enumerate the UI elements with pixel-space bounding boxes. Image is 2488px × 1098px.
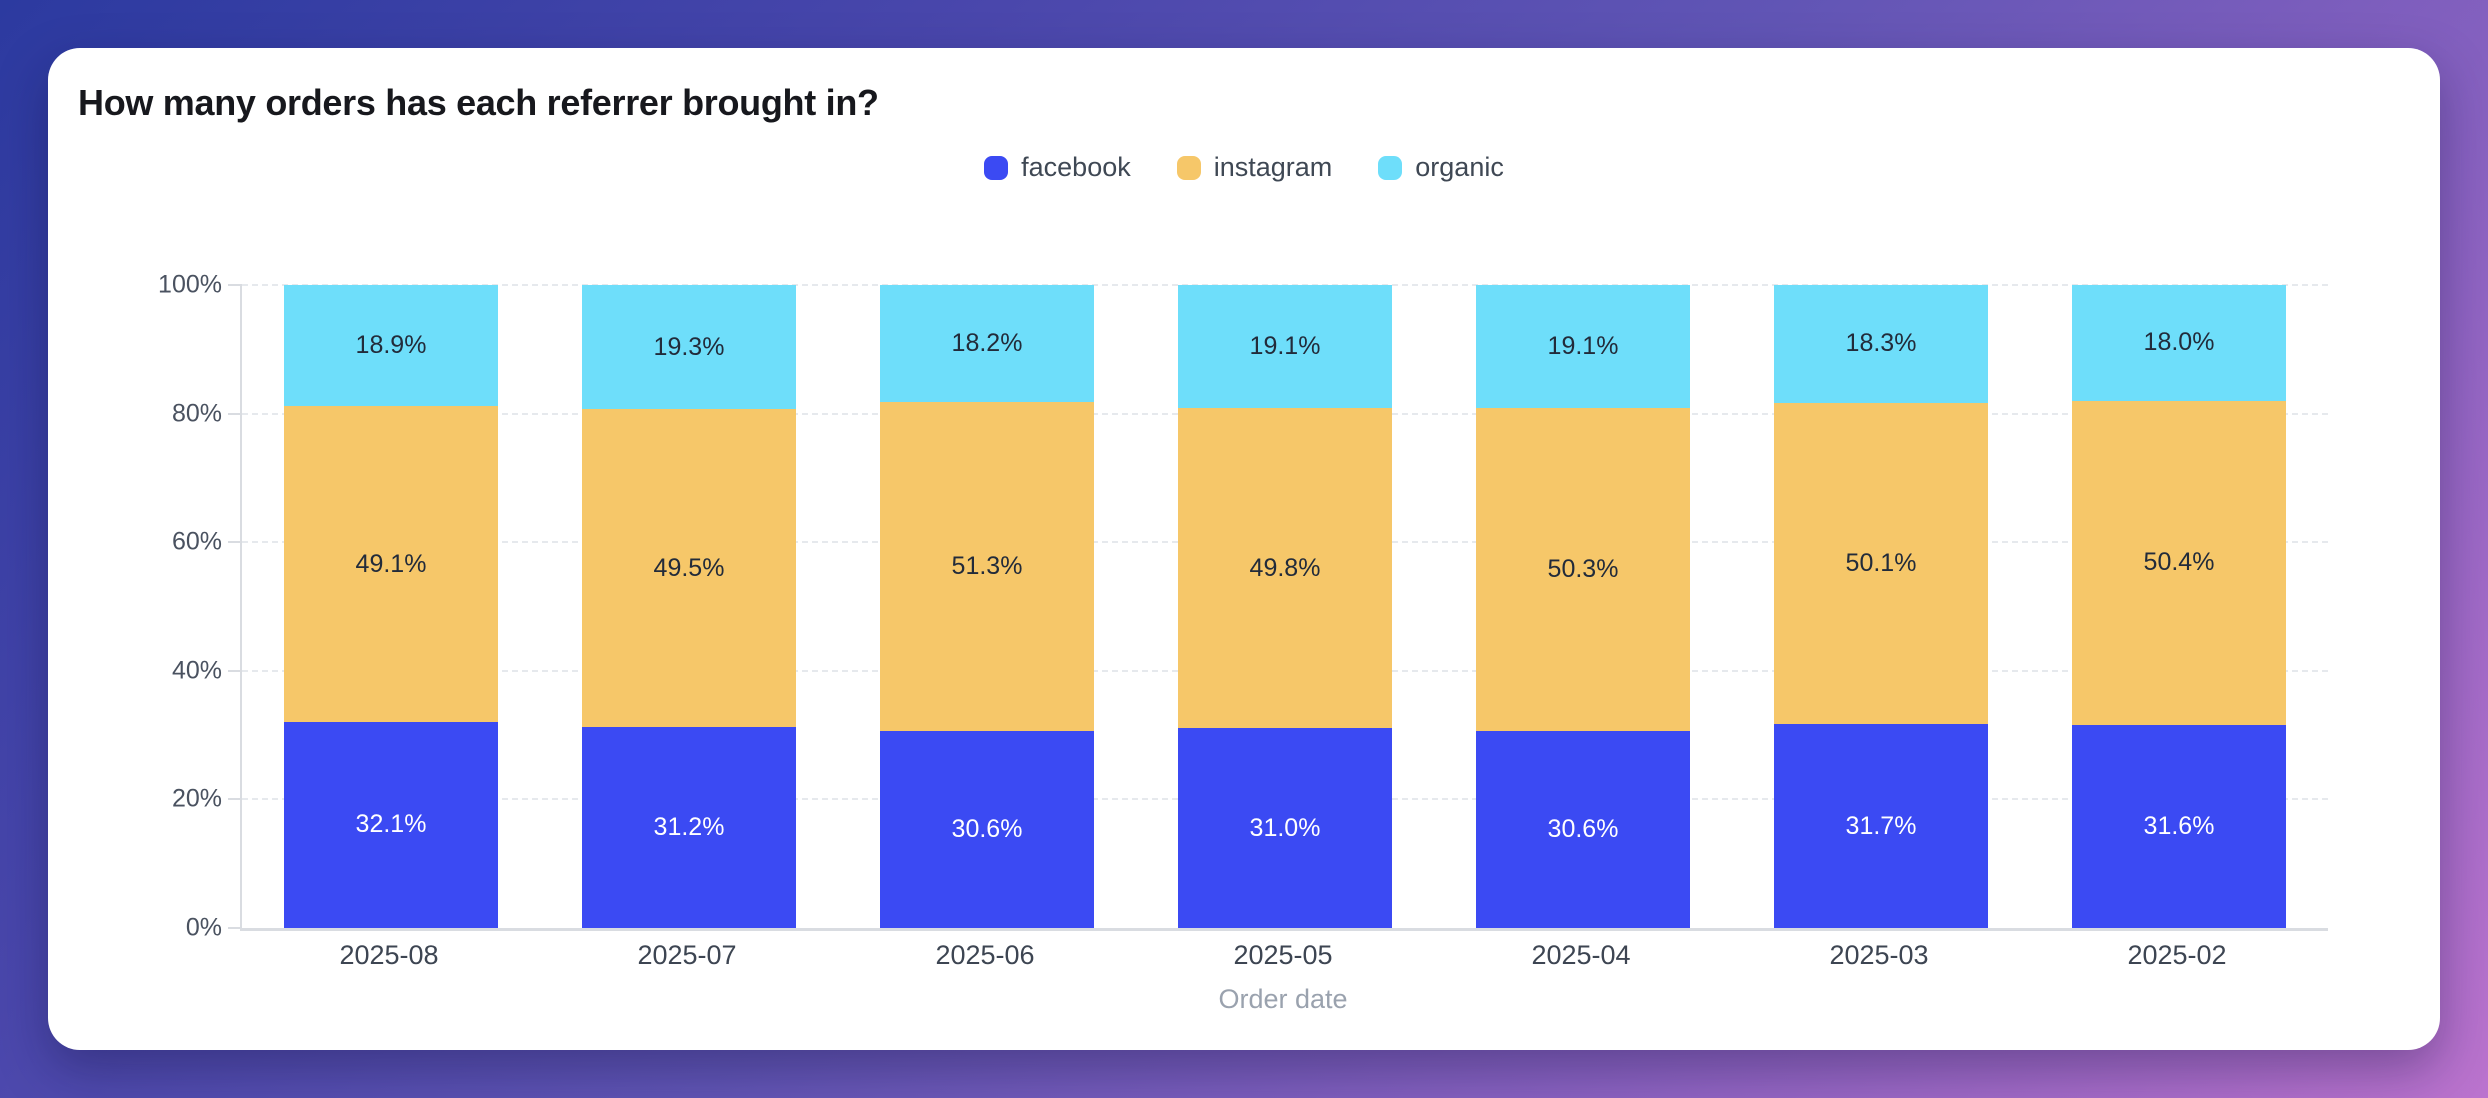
segment-value-label: 31.2% — [653, 813, 725, 842]
bar-segment-organic[interactable]: 18.0% — [2071, 285, 2287, 401]
bar-segment-instagram[interactable]: 50.4% — [2071, 400, 2287, 725]
bar-column-2025-06: 18.2% 51.3% 30.6% — [838, 285, 1136, 928]
bar-segment-organic[interactable]: 18.3% — [1773, 285, 1989, 403]
bar-column-2025-03: 18.3% 50.1% 31.7% — [1732, 285, 2030, 928]
x-tick-label-2025-03: 2025-03 — [1829, 940, 1929, 970]
y-axis-tick — [228, 412, 242, 415]
segment-value-label: 32.1% — [355, 810, 427, 839]
segment-value-label: 49.5% — [653, 553, 725, 582]
segment-value-label: 18.9% — [355, 331, 427, 360]
bar-segment-instagram[interactable]: 51.3% — [879, 401, 1095, 732]
bar-segment-facebook[interactable]: 30.6% — [1475, 731, 1691, 928]
segment-value-label: 30.6% — [1547, 815, 1619, 844]
segment-value-label: 50.4% — [2143, 548, 2215, 577]
bar-column-2025-05: 19.1% 49.8% 31.0% — [1136, 285, 1434, 928]
y-tick-label: 80% — [171, 399, 222, 428]
y-axis: 0% 20% 40% 60% 80% 100% — [48, 272, 222, 940]
bar-column-2025-08: 18.9% 49.1% 32.1% — [242, 285, 540, 928]
y-tick-label: 40% — [171, 656, 222, 685]
segment-value-label: 50.1% — [1845, 548, 1917, 577]
stacked-bar-2025-03: 18.3% 50.1% 31.7% — [1773, 285, 1989, 928]
x-tick-label-2025-02: 2025-02 — [2127, 940, 2227, 970]
segment-value-label: 31.7% — [1845, 811, 1917, 840]
segment-value-label: 19.1% — [1547, 331, 1619, 360]
stacked-bar-2025-06: 18.2% 51.3% 30.6% — [879, 285, 1095, 928]
bar-segment-facebook[interactable]: 30.6% — [879, 731, 1095, 928]
bar-segment-organic[interactable]: 19.1% — [1177, 285, 1393, 408]
segment-value-label: 31.6% — [2143, 811, 2215, 840]
plot-area: 18.9% 49.1% 32.1% 19.3% 49.5% 31.2% 18.2% 51.3%… — [228, 284, 2328, 931]
stacked-bar-2025-05: 19.1% 49.8% 31.0% — [1177, 285, 1393, 928]
y-tick-label: 0% — [185, 913, 222, 942]
x-tick-label-2025-04: 2025-04 — [1531, 940, 1631, 970]
legend-item-instagram[interactable]: instagram — [1176, 152, 1333, 183]
bar-column-2025-07: 19.3% 49.5% 31.2% — [540, 285, 838, 928]
segment-value-label: 19.1% — [1249, 331, 1321, 360]
y-tick-label: 100% — [158, 270, 222, 299]
bar-segment-instagram[interactable]: 49.1% — [283, 406, 499, 722]
legend-label: facebook — [1021, 152, 1131, 182]
x-tick-label-2025-08: 2025-08 — [339, 940, 439, 970]
chart-title: How many orders has each referrer brough… — [78, 82, 879, 123]
segment-value-label: 18.2% — [951, 328, 1023, 357]
bar-segment-facebook[interactable]: 31.6% — [2071, 724, 2287, 928]
segment-value-label: 19.3% — [653, 332, 725, 361]
bar-segment-facebook[interactable]: 31.2% — [581, 727, 797, 928]
segment-value-label: 49.8% — [1249, 553, 1321, 582]
bar-segment-organic[interactable]: 19.3% — [581, 285, 797, 410]
stacked-bar-2025-07: 19.3% 49.5% 31.2% — [581, 285, 797, 928]
segment-value-label: 49.1% — [355, 549, 427, 578]
y-axis-tick — [228, 927, 242, 929]
legend-label: instagram — [1213, 152, 1333, 182]
y-axis-tick — [228, 798, 242, 801]
x-tick-label-2025-07: 2025-07 — [637, 940, 737, 970]
segment-value-label: 51.3% — [951, 552, 1023, 581]
legend: facebook instagram organic — [48, 152, 2440, 183]
x-tick-label-2025-05: 2025-05 — [1233, 940, 1333, 970]
y-axis-tick — [228, 669, 242, 672]
x-tick-label-2025-06: 2025-06 — [935, 940, 1035, 970]
segment-value-label: 31.0% — [1249, 813, 1321, 842]
chart-card: How many orders has each referrer brough… — [48, 48, 2440, 1050]
segment-value-label: 18.3% — [1845, 329, 1917, 358]
bar-segment-instagram[interactable]: 50.1% — [1773, 402, 1989, 725]
bar-column-2025-04: 19.1% 50.3% 30.6% — [1434, 285, 1732, 928]
bar-segment-organic[interactable]: 18.2% — [879, 285, 1095, 402]
y-tick-label: 20% — [171, 784, 222, 813]
legend-item-organic[interactable]: organic — [1378, 152, 1504, 183]
bar-segment-instagram[interactable]: 49.5% — [581, 409, 797, 728]
y-tick-label: 60% — [171, 527, 222, 556]
bar-column-2025-02: 18.0% 50.4% 31.6% — [2030, 285, 2328, 928]
y-axis-tick — [228, 541, 242, 544]
legend-item-facebook[interactable]: facebook — [984, 152, 1131, 183]
segment-value-label: 50.3% — [1547, 555, 1619, 584]
bar-segment-instagram[interactable]: 49.8% — [1177, 407, 1393, 729]
bar-segment-facebook[interactable]: 32.1% — [283, 721, 499, 928]
stacked-bar-2025-04: 19.1% 50.3% 30.6% — [1475, 285, 1691, 928]
bar-segment-organic[interactable]: 18.9% — [283, 285, 499, 407]
bars-row: 18.9% 49.1% 32.1% 19.3% 49.5% 31.2% 18.2% 51.3%… — [242, 285, 2328, 928]
bar-segment-facebook[interactable]: 31.7% — [1773, 724, 1989, 928]
x-axis-labels: 2025-08 2025-07 2025-06 2025-05 2025-04 2025-… — [240, 940, 2326, 971]
segment-value-label: 30.6% — [951, 815, 1023, 844]
stacked-bar-2025-02: 18.0% 50.4% 31.6% — [2071, 285, 2287, 928]
legend-swatch-icon — [984, 155, 1009, 180]
bar-segment-organic[interactable]: 19.1% — [1475, 285, 1691, 408]
legend-label: organic — [1415, 152, 1504, 182]
y-axis-tick — [228, 284, 242, 286]
bar-segment-instagram[interactable]: 50.3% — [1475, 407, 1691, 732]
segment-value-label: 18.0% — [2143, 328, 2215, 357]
bar-segment-facebook[interactable]: 31.0% — [1177, 728, 1393, 928]
stacked-bar-2025-08: 18.9% 49.1% 32.1% — [283, 285, 499, 928]
legend-swatch-icon — [1176, 155, 1201, 180]
x-axis-title: Order date — [1218, 984, 1348, 1014]
legend-swatch-icon — [1378, 155, 1403, 180]
